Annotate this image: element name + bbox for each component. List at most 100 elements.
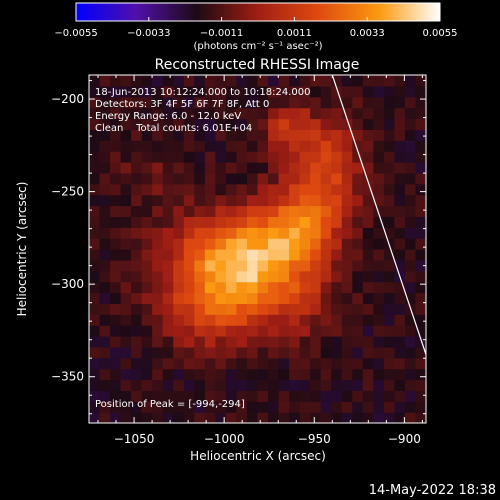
heatmap-cell [268,390,280,402]
heatmap-cell [120,151,132,163]
heatmap-cell [278,140,290,152]
heatmap-cell [141,172,153,185]
heatmap-cell [383,194,396,207]
heatmap-cell [394,227,406,239]
heatmap-cell [331,412,343,423]
heatmap-cell [194,390,206,402]
heatmap-cell [194,162,206,174]
heatmap-cell [194,118,206,130]
annotation-clean-counts: Clean Total counts: 6.01E+04 [95,123,252,134]
heatmap-cell [394,412,406,423]
heatmap-cell [257,118,269,130]
heatmap-cell [99,368,111,381]
heatmap-cell [373,270,385,283]
heatmap-cell [373,118,385,130]
heatmap-cell [383,172,396,185]
heatmap-cell [99,216,111,228]
heatmap-cell [246,379,259,391]
heatmap-cell [89,129,101,141]
heatmap-cell [310,249,322,261]
heatmap-cell [89,412,101,423]
heatmap-cell [373,346,385,359]
heatmap-cell [131,162,143,174]
heatmap-cell [352,346,364,359]
heatmap-cell [299,270,311,283]
heatmap-cell [352,292,364,304]
heatmap-cell [341,194,353,207]
heatmap-cell [320,194,332,207]
heatmap-cell [131,303,143,315]
heatmap-cell [194,412,206,423]
heatmap-cell [246,129,259,141]
heatmap-cell [362,85,374,98]
heatmap-cell [215,118,227,130]
heatmap-cell [194,216,206,228]
heatmap-cell [131,151,143,163]
colorbar-unit-label: (photons cm⁻² s⁻¹ asec⁻²) [193,41,322,52]
heatmap-cell [404,183,417,196]
heatmap-cell [173,357,185,370]
heatmap-cell [183,172,195,185]
heatmap-cell [299,183,311,196]
heatmap-cell [331,96,343,109]
heatmap-cell [236,205,248,217]
heatmap-cell [310,172,322,185]
heatmap-cell [404,259,417,272]
heatmap-cell [162,357,174,370]
heatmap-cell [152,140,164,152]
heatmap-cell [194,194,206,207]
heatmap-cell [404,270,417,283]
heatmap-cell [341,249,353,261]
heatmap-cell [110,96,122,109]
heatmap-cell [215,205,227,217]
heatmap-cell [404,194,417,207]
heatmap-cell [320,75,332,87]
heatmap-cell [183,129,195,141]
heatmap-cell [373,357,385,370]
heatmap-cell [120,96,132,109]
heatmap-cell [120,118,132,130]
heatmap-cell [289,390,301,402]
heatmap-cell [225,325,238,337]
heatmap-cell [341,205,353,217]
heatmap-cell [99,249,111,261]
heatmap-cell [415,401,426,413]
heatmap-cell [152,281,164,294]
heatmap-cell [299,346,311,359]
heatmap-cell [362,390,374,402]
heatmap-cell [278,401,290,413]
heatmap-cell [131,75,143,87]
heatmap-cell [268,281,280,294]
heatmap-cell [299,357,311,370]
heatmap-cell [278,259,290,272]
heatmap-cell [246,75,259,87]
heatmap-cell [236,390,248,402]
heatmap-cell [373,151,385,163]
heatmap-cell [278,249,290,261]
heatmap-cell [373,401,385,413]
heatmap-cell [236,129,248,141]
heatmap-cell [215,172,227,185]
heatmap-cell [320,107,332,120]
heatmap-cell [362,292,374,304]
heatmap-cell [204,249,216,261]
heatmap-cell [394,107,406,120]
heatmap-cell [373,281,385,294]
heatmap-cell [278,357,290,370]
heatmap-cell [183,249,195,261]
heatmap-cell [141,162,153,174]
heatmap-cell [131,96,143,109]
heatmap-cell [320,368,332,381]
heatmap-cell [141,390,153,402]
heatmap-cell [225,249,238,261]
heatmap-cell [99,292,111,304]
heatmap-cell [215,151,227,163]
heatmap-cell [141,325,153,337]
heatmap-cell [236,314,248,326]
colorbar: −0.0055 −0.0033 −0.0011 0.0011 0.0033 0.0055 … [54,2,458,52]
heatmap-cell [331,216,343,228]
heatmap-cell [268,216,280,228]
x-tick-label: −950 [298,432,331,446]
heatmap-cell [257,172,269,185]
heatmap-cell [352,216,364,228]
